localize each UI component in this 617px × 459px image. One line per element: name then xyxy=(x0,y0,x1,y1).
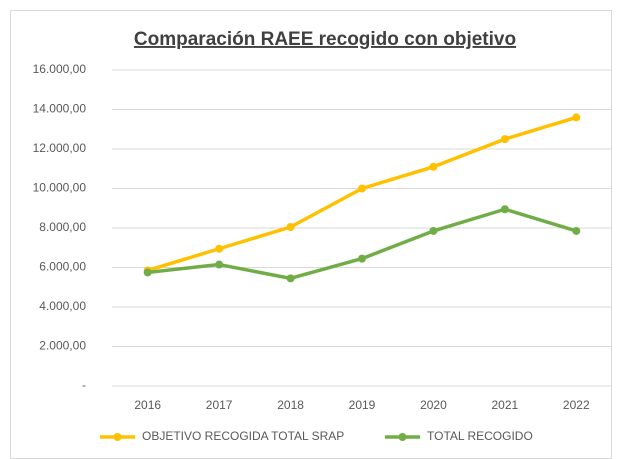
legend-label: TOTAL RECOGIDO xyxy=(427,429,533,443)
x-tick-label: 2020 xyxy=(420,398,447,412)
point-marker xyxy=(286,223,295,232)
x-tick-label: 2018 xyxy=(277,398,304,412)
legend-marker xyxy=(113,433,122,441)
point-marker xyxy=(429,162,438,171)
point-marker xyxy=(429,226,438,235)
y-tick-label: 4.000,00 xyxy=(39,299,86,313)
y-tick-label: 6.000,00 xyxy=(39,260,86,274)
x-tick-label: 2021 xyxy=(492,398,519,412)
point-marker xyxy=(286,274,295,283)
point-marker xyxy=(500,135,509,144)
y-tick-label: 8.000,00 xyxy=(39,220,86,234)
y-tick-label: 16.000,00 xyxy=(33,62,87,76)
point-marker xyxy=(143,268,152,277)
x-tick-label: 2019 xyxy=(349,398,376,412)
y-tick-label: 10.000,00 xyxy=(33,181,87,195)
y-tick-label: - xyxy=(82,378,86,392)
point-marker xyxy=(500,205,509,214)
x-tick-label: 2022 xyxy=(563,398,590,412)
legend-label: OBJETIVO RECOGIDA TOTAL SRAP xyxy=(142,429,344,443)
y-tick-label: 14.000,00 xyxy=(33,102,87,116)
point-marker xyxy=(358,184,366,193)
point-marker xyxy=(572,226,581,235)
y-tick-label: 2.000,00 xyxy=(39,339,86,353)
point-marker xyxy=(215,244,224,253)
point-marker xyxy=(572,113,581,122)
point-marker xyxy=(215,260,224,269)
x-tick-label: 2016 xyxy=(134,398,161,412)
chart-title: Comparación RAEE recogido con objetivo xyxy=(134,29,516,50)
x-tick-label: 2017 xyxy=(206,398,233,412)
chart-border xyxy=(10,10,612,459)
y-tick-label: 12.000,00 xyxy=(33,141,87,155)
legend-marker xyxy=(398,433,407,441)
point-marker xyxy=(358,254,366,263)
